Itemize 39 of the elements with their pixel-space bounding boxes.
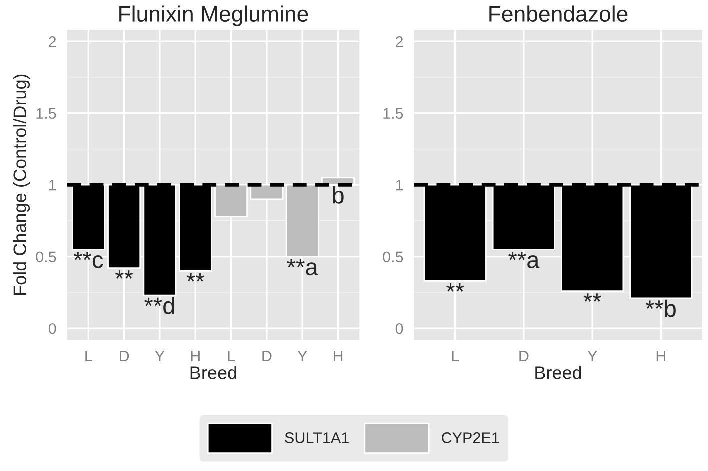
x-tick-label: Y [155, 351, 165, 362]
x-tick-label: D [262, 351, 272, 362]
x-tick-label: L [228, 351, 236, 362]
y-tick-label: 1.5 [36, 108, 56, 120]
legend-label: SULT1A1 [285, 432, 349, 444]
chart-title: Flunixin Meglumine [120, 6, 308, 26]
data-label: b [333, 186, 344, 204]
legend-label: CYP2E1 [442, 432, 500, 444]
y-tick-label: 0.5 [383, 252, 404, 263]
x-tick-label: Y [298, 351, 308, 362]
chart-title: Fenbendazole [490, 6, 628, 22]
x-tick-label: D [520, 351, 529, 362]
data-label: ** [116, 270, 134, 279]
x-axis-title: Breed [536, 366, 582, 380]
data-label: **a [508, 252, 540, 268]
data-label: **b [646, 300, 676, 318]
y-tick-label: 1.5 [384, 108, 404, 120]
y-tick-label: 1 [396, 180, 404, 191]
data-label: **d [144, 297, 174, 314]
data-label: ** [584, 294, 602, 302]
data-label: **c [74, 252, 104, 268]
y-tick-label: 0 [396, 323, 404, 334]
x-tick-label: Y [588, 351, 598, 362]
x-tick-label: H [656, 351, 666, 362]
data-label: ** [186, 273, 204, 282]
y-tick-label: 1 [50, 180, 56, 191]
x-tick-label: L [86, 351, 92, 362]
y-axis-title: Fold Change (Control/Drug) [13, 74, 30, 296]
data-label: **a [287, 259, 318, 276]
data-label: ** [446, 284, 464, 292]
y-tick-label: 2 [396, 36, 403, 48]
y-tick-label: 0.5 [36, 252, 56, 263]
x-axis-title: Breed [190, 366, 236, 380]
x-tick-label: D [120, 351, 130, 362]
y-tick-label: 2 [49, 36, 56, 48]
y-tick-label: 0 [48, 323, 56, 334]
x-tick-label: L [452, 351, 460, 362]
x-tick-label: H [334, 351, 343, 362]
x-tick-label: H [191, 351, 200, 362]
